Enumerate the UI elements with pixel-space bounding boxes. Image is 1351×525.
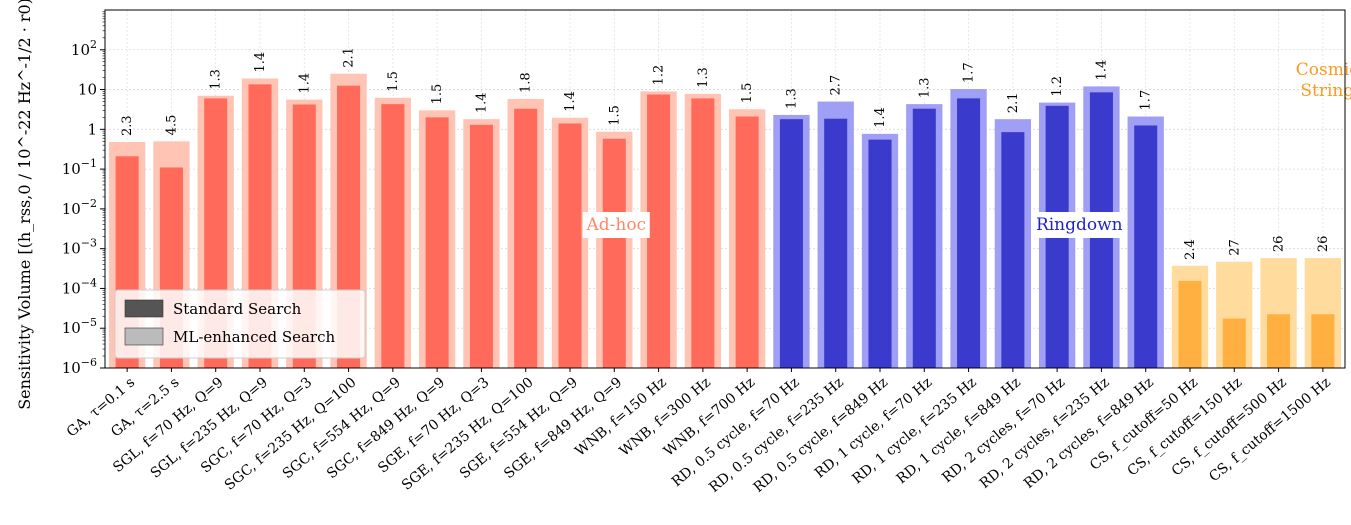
group-label-1: Ringdown <box>1036 212 1123 238</box>
ratio-label-21: 1.2 <box>1050 76 1065 97</box>
ratio-label-4: 1.4 <box>297 73 312 94</box>
bar-standard-16 <box>824 118 848 368</box>
ratio-label-0: 2.3 <box>120 115 135 136</box>
bar-standard-11 <box>602 138 626 368</box>
ratio-label-14: 1.5 <box>740 83 755 104</box>
y-tick-label-1: 10−5 <box>62 316 97 337</box>
ratio-label-22: 1.4 <box>1094 60 1109 81</box>
bar-standard-19 <box>957 98 981 369</box>
bar-standard-7 <box>425 117 449 368</box>
y-axis-label: Sensitivity Volume [(h_rss,0 / 10^-22 Hz… <box>15 0 34 410</box>
legend-box <box>114 289 366 359</box>
ratio-label-12: 1.2 <box>652 65 667 86</box>
group-label-text-2-1: String <box>1300 81 1351 101</box>
legend-swatch-1 <box>124 327 164 346</box>
plot-frame <box>104 9 1346 369</box>
ratio-label-13: 1.3 <box>696 67 711 88</box>
group-label-text-1-0: Ringdown <box>1036 215 1123 235</box>
legend-label-1: ML-enhanced Search <box>173 328 336 346</box>
ratio-label-11: 1.5 <box>607 105 622 126</box>
y-tick-label-5: 10−1 <box>62 157 97 178</box>
group-label-0: Ad-hoc <box>582 212 650 238</box>
ratio-label-18: 1.3 <box>917 77 932 98</box>
ratio-label-9: 1.8 <box>519 72 534 93</box>
ratio-label-26: 26 <box>1272 236 1287 253</box>
bar-standard-26 <box>1267 314 1291 368</box>
group-labels: Ad-hoc Ringdown CosmicString <box>582 60 1351 238</box>
ratio-label-15: 1.3 <box>784 88 799 109</box>
bar-standard-13 <box>691 98 715 369</box>
group-label-text-2-0: Cosmic <box>1296 60 1351 80</box>
bar-standard-27 <box>1311 314 1335 368</box>
y-tick-label-4: 10−2 <box>62 197 97 218</box>
bar-standard-12 <box>647 94 671 369</box>
ratio-label-3: 1.4 <box>253 52 268 73</box>
y-tick-label-8: 102 <box>71 38 97 59</box>
legend-label-0: Standard Search <box>173 300 302 318</box>
ratio-label-25: 27 <box>1227 239 1242 256</box>
y-tick-label-6: 1 <box>87 120 97 138</box>
ratio-label-24: 2.4 <box>1183 239 1198 260</box>
group-label-bg-1 <box>1036 212 1123 238</box>
ratio-label-23: 1.7 <box>1139 90 1154 111</box>
bar-standard-18 <box>912 108 936 368</box>
bar-standard-15 <box>779 119 803 368</box>
legend: Standard Search ML-enhanced Search <box>114 289 366 359</box>
ratio-label-7: 1.5 <box>430 84 445 105</box>
bar-standard-25 <box>1222 318 1246 368</box>
ratio-label-2: 1.3 <box>209 69 224 90</box>
bar-standard-8 <box>469 124 493 368</box>
y-axis-ticks: 10−6 10−5 10−4 10−3 10−2 10−1 1 10 102 <box>62 11 105 377</box>
ratio-label-8: 1.4 <box>474 92 489 113</box>
bar-standard-9 <box>514 108 538 368</box>
ratio-label-19: 1.7 <box>962 62 977 83</box>
bar-standard-17 <box>868 139 892 368</box>
y-tick-label-0: 10−6 <box>62 356 97 377</box>
ratio-label-20: 2.1 <box>1006 92 1021 113</box>
ratio-label-1: 4.5 <box>164 115 179 136</box>
ratio-labels: 2.3 4.5 1.3 1.4 1.4 2.1 1.5 1.5 1.4 1.8 1.4 1.5 1.2 1… <box>120 47 1331 260</box>
y-tick-label-2: 10−4 <box>62 276 97 297</box>
group-label-text-0-0: Ad-hoc <box>585 215 646 235</box>
ratio-label-5: 2.1 <box>342 47 357 68</box>
y-axis-label-text: Sensitivity Volume [(h_rss,0 / 10^-22 Hz… <box>15 0 34 410</box>
group-label-bg-0 <box>582 212 650 238</box>
bar-standard-14 <box>735 116 759 368</box>
ratio-label-27: 26 <box>1316 236 1331 253</box>
ratio-label-10: 1.4 <box>563 91 578 112</box>
ratio-label-6: 1.5 <box>386 71 401 92</box>
bar-standard-23 <box>1134 125 1158 368</box>
ratio-label-17: 1.4 <box>873 107 888 128</box>
bar-standard-10 <box>558 123 582 368</box>
ratio-label-16: 2.7 <box>829 75 844 96</box>
legend-swatch-0 <box>124 299 164 318</box>
group-label-2: CosmicString <box>1296 60 1351 101</box>
bar-standard-6 <box>381 104 405 368</box>
bar-standard-24 <box>1178 280 1202 368</box>
bar-standard-20 <box>1001 132 1025 368</box>
y-tick-label-3: 10−3 <box>62 237 97 258</box>
y-tick-label-7: 10 <box>78 81 97 99</box>
